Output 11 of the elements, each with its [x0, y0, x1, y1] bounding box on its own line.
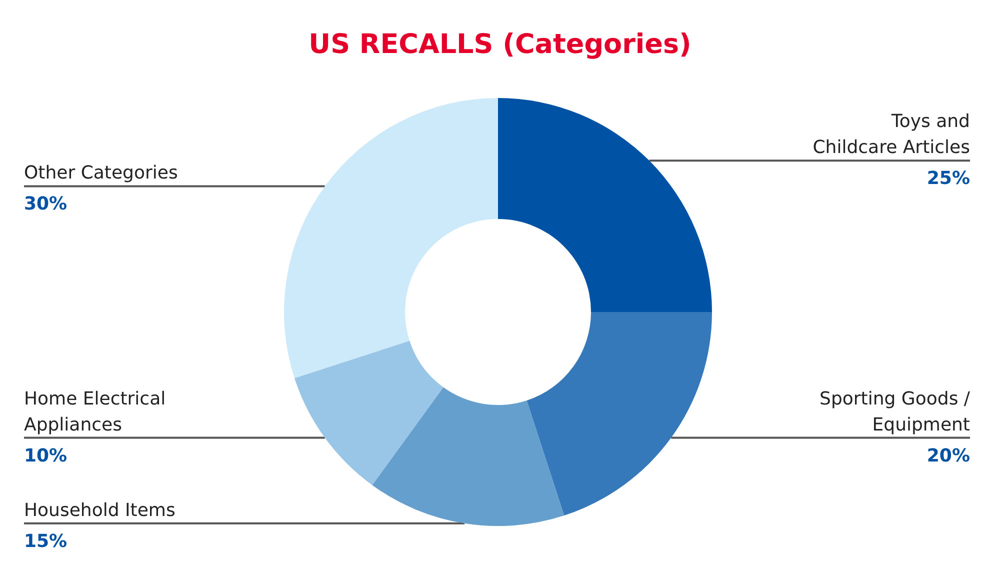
data-label: 10%	[24, 445, 68, 466]
chart-title: US RECALLS (Categories)	[308, 29, 692, 60]
data-label: 15%	[24, 530, 68, 552]
data-label: 20%	[926, 445, 970, 466]
slice-label: Other Categories	[24, 162, 178, 184]
data-label: 30%	[24, 194, 68, 215]
data-label: 25%	[926, 168, 970, 190]
slice-label: Home Electrical Appliances	[24, 388, 166, 436]
slice-label: Household Items	[24, 500, 176, 521]
slice-label: Sporting Goods / Equipment	[820, 388, 971, 436]
slice-label: Toys and Childcare Articles	[812, 111, 970, 158]
